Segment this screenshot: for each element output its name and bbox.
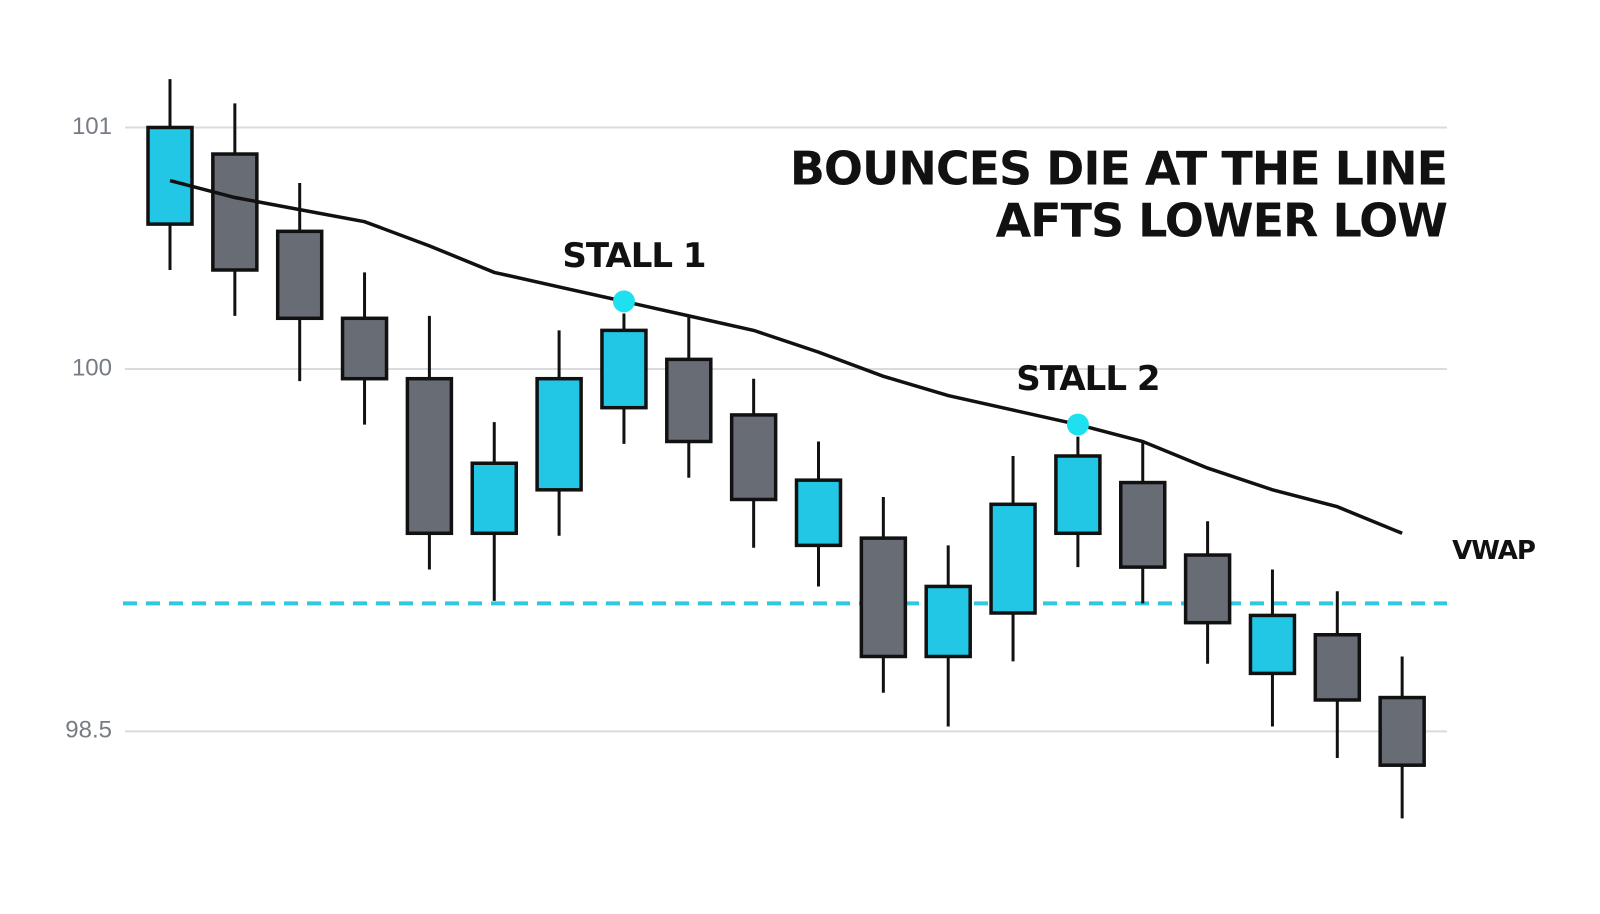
- candle-body: [1378, 695, 1426, 767]
- candle-body: [600, 328, 648, 410]
- candle-body: [1054, 454, 1102, 536]
- candle-body: [1248, 613, 1297, 676]
- annotation: STALL 1: [562, 236, 705, 276]
- chart-title: BOUNCES DIE AT THE LINE: [790, 142, 1447, 196]
- vwap-label: VWAP: [1452, 536, 1535, 566]
- candle-body: [665, 357, 713, 444]
- y-tick-label: 101: [72, 113, 112, 140]
- candle-body: [989, 502, 1037, 615]
- candle-body: [859, 536, 908, 659]
- annotation: STALL 2: [1016, 359, 1159, 399]
- vwap-line: [169, 178, 1403, 535]
- y-tick-label: 98.5: [65, 717, 112, 744]
- candle-body: [1119, 480, 1167, 569]
- candle-body: [1183, 553, 1232, 625]
- y-tick-label: 100: [72, 354, 112, 381]
- stall-marker: [612, 290, 635, 313]
- candle-body: [405, 376, 454, 536]
- candle-body: [924, 584, 972, 659]
- candle-body: [470, 461, 518, 536]
- candle-body: [1313, 633, 1362, 702]
- chart-subtitle: AFTS LOWER LOW: [996, 194, 1448, 248]
- candle-body: [340, 316, 389, 381]
- candle-body: [794, 478, 843, 548]
- stall-marker: [1066, 413, 1089, 436]
- candle-body: [146, 125, 194, 226]
- candle-body: [275, 229, 324, 321]
- candle-body: [535, 376, 583, 492]
- candle-body: [211, 152, 259, 272]
- candle-body: [729, 413, 778, 502]
